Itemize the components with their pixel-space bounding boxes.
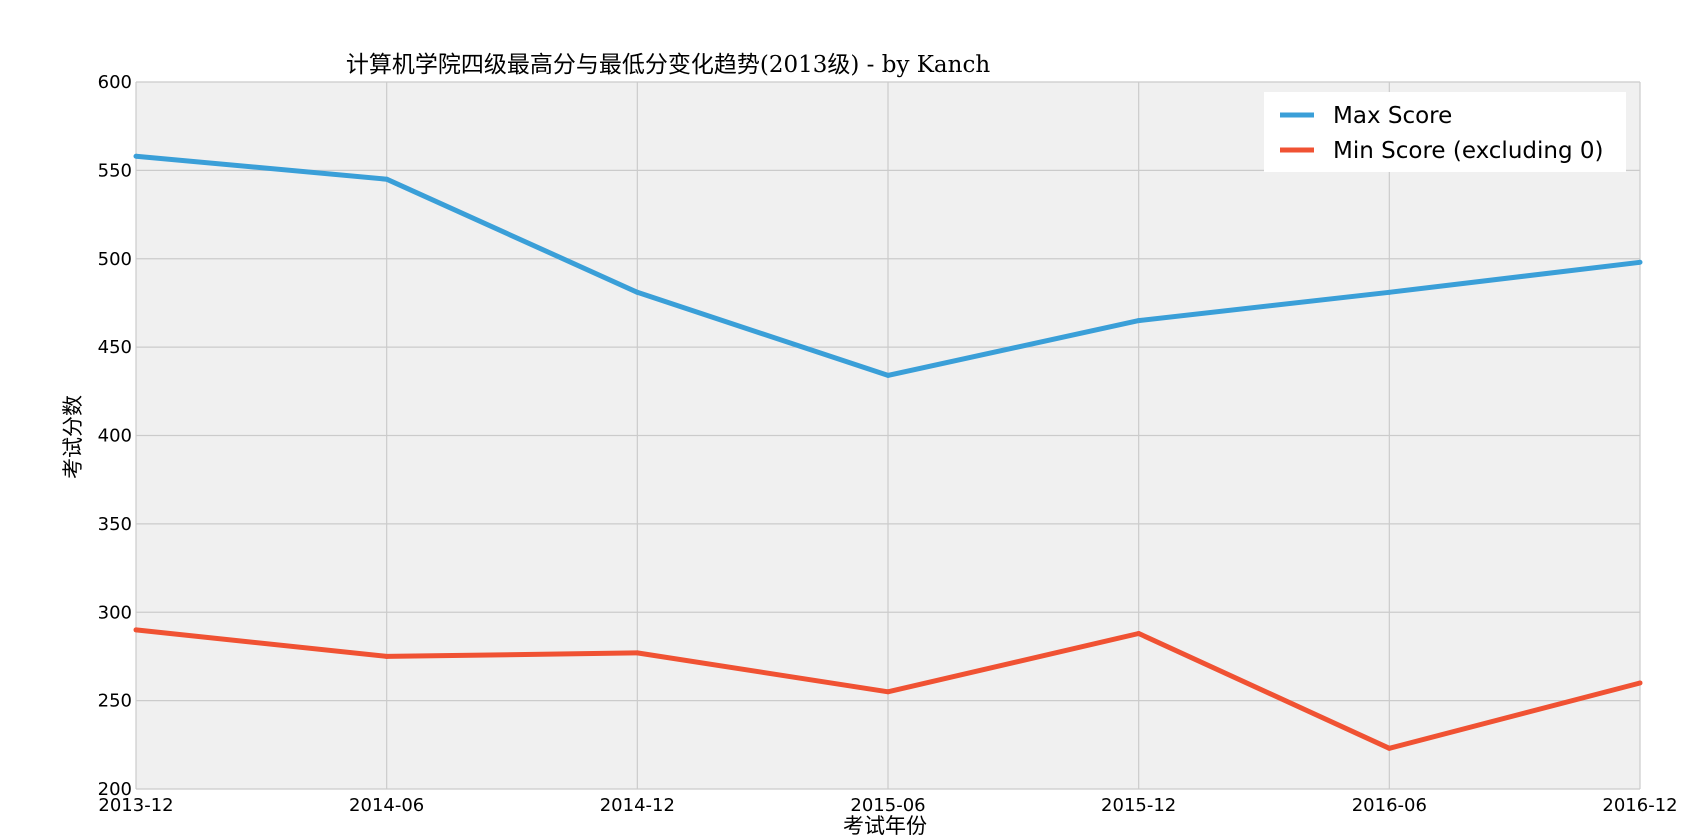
data-point: [1386, 745, 1392, 751]
data-point: [1136, 630, 1142, 636]
x-tick-label: 2013-12: [98, 795, 173, 816]
x-tick-label: 2014-06: [349, 795, 424, 816]
series-lines: [133, 153, 1643, 751]
y-tick-label: 450: [98, 337, 132, 358]
legend-box: [1264, 92, 1626, 172]
data-point: [634, 289, 640, 295]
x-tick-label: 2015-12: [1101, 795, 1176, 816]
data-point: [133, 627, 139, 633]
data-point: [384, 176, 390, 182]
data-point: [634, 650, 640, 656]
y-tick-label: 350: [98, 514, 132, 535]
y-tick-label: 500: [98, 249, 132, 270]
x-tick-labels: 2013-12 2014-06 2014-12 2015-06 2015-12 2016-…: [98, 795, 1677, 816]
y-axis-label: 考试分数: [61, 395, 85, 479]
x-tick-label: 2014-12: [600, 795, 675, 816]
y-tick-label: 300: [98, 602, 132, 623]
y-tick-label: 600: [98, 72, 132, 93]
chart-title: 计算机学院四级最高分与最低分变化趋势(2013级) - by Kanch: [346, 52, 990, 78]
data-point: [1637, 680, 1643, 686]
y-tick-label: 550: [98, 160, 132, 181]
x-tick-label: 2015-06: [850, 795, 925, 816]
data-point: [1386, 289, 1392, 295]
legend-label-min-score: Min Score (excluding 0): [1333, 138, 1603, 164]
data-point: [885, 689, 891, 695]
data-point: [1136, 318, 1142, 324]
y-tick-labels: 200 250 300 350 400 450 500 550 600: [98, 72, 132, 800]
y-tick-label: 200: [98, 779, 132, 800]
data-point: [384, 653, 390, 659]
x-tick-label: 2016-06: [1352, 795, 1427, 816]
data-point: [1637, 259, 1643, 265]
y-tick-label: 250: [98, 691, 132, 712]
legend-label-max-score: Max Score: [1333, 103, 1452, 129]
y-tick-label: 400: [98, 426, 132, 447]
data-point: [133, 153, 139, 159]
x-axis-label: 考试年份: [843, 814, 927, 838]
data-point: [885, 372, 891, 378]
legend: Max Score Min Score (excluding 0): [1264, 92, 1626, 172]
x-tick-label: 2016-12: [1602, 795, 1677, 816]
grid-lines: [135, 81, 1641, 790]
